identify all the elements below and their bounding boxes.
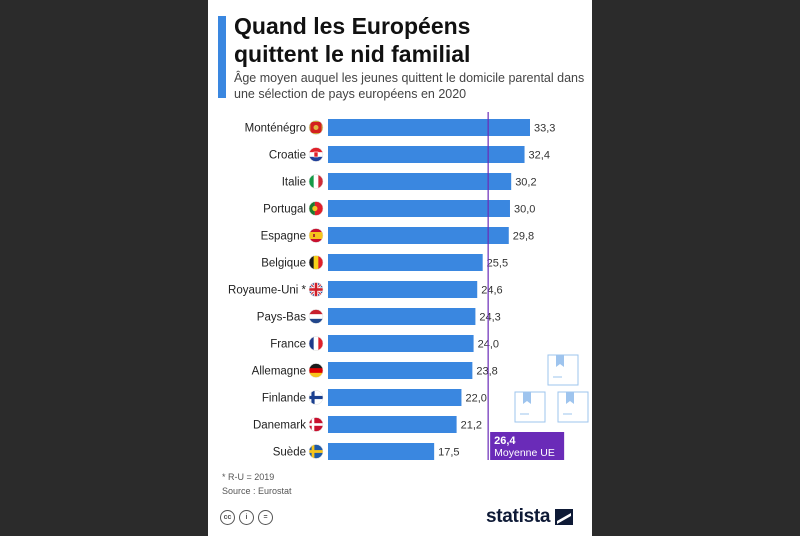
sweden-flag: [308, 444, 324, 459]
brand-name: statista: [486, 506, 551, 527]
no-derivatives-icon[interactable]: =: [258, 510, 273, 525]
value-label: 33,3: [534, 123, 555, 135]
value-label: 23,8: [476, 366, 497, 378]
calendar-icon: [557, 391, 589, 423]
statista-logo[interactable]: statista: [486, 506, 574, 528]
bar: [328, 254, 483, 271]
value-label: 25,5: [487, 258, 508, 270]
denmark-flag: [308, 417, 324, 432]
bar: [328, 416, 457, 433]
bar-row: France24,0: [270, 335, 499, 352]
category-label: Allemagne: [252, 366, 306, 378]
footnote: * R-U = 2019: [222, 472, 275, 482]
value-label: 32,4: [529, 150, 550, 162]
value-label: 21,2: [461, 420, 482, 432]
category-label: Croatie: [269, 150, 306, 162]
france-flag: [308, 336, 324, 351]
category-label: Italie: [282, 177, 306, 189]
category-label: Royaume-Uni *: [228, 285, 306, 297]
bars-group: Monténégro 33,3 Croatie 32,4 Italie 30,2 Portu…: [228, 119, 555, 460]
belgium-flag: [308, 255, 324, 270]
chart-subtitle: Âge moyen auquel les jeunes quittent le …: [234, 71, 585, 101]
bar-row: Belgique 25,5: [261, 254, 508, 271]
creative-commons-icon[interactable]: cc: [220, 510, 235, 525]
category-label: Belgique: [261, 258, 306, 270]
eu-average-box: [490, 432, 565, 460]
source-note: Source : Eurostat: [222, 486, 292, 496]
bar-row: Royaume-Uni * 24,6: [228, 281, 503, 298]
bar: [328, 389, 462, 406]
infographic-card: Quand les Européens quittent le nid fami…: [208, 0, 592, 536]
bar: [328, 146, 525, 163]
eu-average-value: 26,4: [494, 435, 516, 447]
bar: [328, 281, 478, 298]
value-label: 17,5: [438, 447, 459, 459]
bar-row: Suède 17,5: [273, 443, 460, 460]
bar: [328, 308, 476, 325]
value-label: 24,6: [481, 285, 502, 297]
italy-flag: [308, 174, 324, 189]
category-label: Monténégro: [245, 123, 306, 135]
category-label: France: [270, 339, 306, 351]
chart-title: Quand les Européens quittent le nid fami…: [234, 13, 471, 67]
germany-flag: [308, 363, 324, 378]
title-accent-bar: [218, 16, 226, 98]
value-label: 30,2: [515, 177, 536, 189]
category-label: Suède: [273, 447, 306, 459]
croatia-flag: [308, 147, 324, 162]
spain-flag: [308, 228, 324, 243]
bar: [328, 173, 512, 190]
bar: [328, 362, 473, 379]
license-icons: cc i =: [220, 510, 273, 525]
montenegro-flag: [308, 120, 324, 135]
category-label: Espagne: [261, 231, 306, 243]
bar-row: Danemark 21,2: [253, 416, 482, 433]
statista-mark-icon: [555, 509, 574, 525]
bar-row: Croatie 32,4: [269, 146, 550, 163]
bar-row: Pays-Bas 24,3: [257, 308, 501, 325]
portugal-flag: [308, 201, 324, 216]
finland-flag: [308, 390, 324, 405]
netherlands-flag: [308, 309, 324, 324]
uk-flag: [308, 282, 324, 297]
attribution-icon[interactable]: i: [239, 510, 254, 525]
bar: [328, 335, 474, 352]
bar-row: Finlande 22,0: [262, 389, 487, 406]
category-label: Finlande: [262, 393, 306, 405]
bar-chart: Monténégro 33,3 Croatie 32,4 Italie 30,2 Portu…: [228, 112, 589, 460]
bar-row: Portugal 30,0: [263, 200, 535, 217]
bar: [328, 119, 530, 136]
calendar-icon: [547, 354, 579, 386]
category-label: Pays-Bas: [257, 312, 306, 324]
bar: [328, 200, 510, 217]
calendar-icon: [514, 391, 546, 423]
value-label: 24,3: [479, 312, 500, 324]
bar-row: Espagne 29,8: [261, 227, 534, 244]
eu-average-label: Moyenne UE: [494, 447, 555, 459]
value-label: 29,8: [513, 231, 534, 243]
bar: [328, 443, 435, 460]
value-label: 22,0: [465, 393, 486, 405]
value-label: 30,0: [514, 204, 535, 216]
bar: [328, 227, 509, 244]
calendar-decoration: [514, 354, 589, 423]
category-label: Danemark: [253, 420, 306, 432]
bar-row: Monténégro 33,3: [245, 119, 555, 136]
bar-row: Allemagne 23,8: [252, 362, 498, 379]
bar-row: Italie 30,2: [282, 173, 537, 190]
category-label: Portugal: [263, 204, 306, 216]
